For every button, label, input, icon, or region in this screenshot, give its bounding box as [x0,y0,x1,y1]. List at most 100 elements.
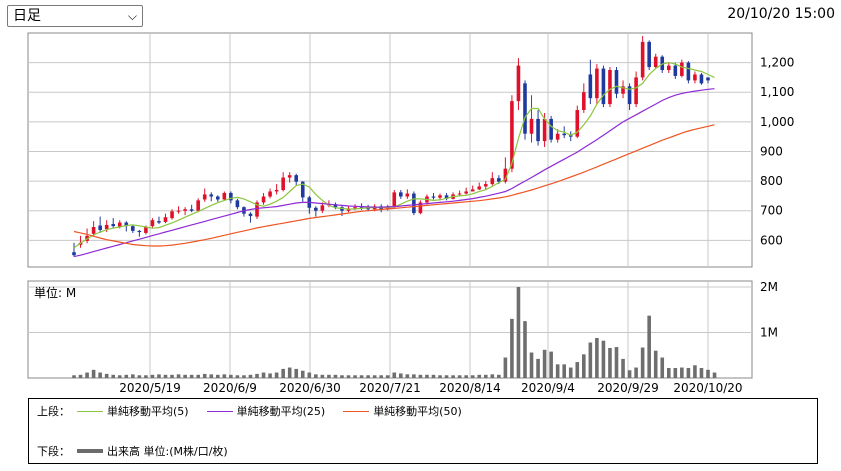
candle-body [634,77,638,105]
candle-body [536,118,540,142]
candle-body [510,101,514,169]
candle-body [588,74,593,99]
candle-body [647,41,651,68]
candle-body [405,193,410,197]
candle-body [457,193,462,195]
candle-body [111,224,116,227]
candle-body [438,195,442,198]
volume-bar [614,347,619,378]
volume-bar [261,372,266,378]
volume-bar [399,373,403,378]
candle-body [497,178,501,182]
legend-item-ma5-label: 単純移動平均(5) [107,405,189,418]
volume-bar [117,375,122,378]
volume-bar [189,374,194,378]
volume-bar [150,374,155,378]
candle-body [503,168,508,182]
stock-chart: 600 700 800 900 1,000 1,100 1,200 1M 2M 2020/5/… [27,32,794,395]
volume-bar [712,372,717,378]
volume-bar [529,352,534,378]
volume-bar [510,318,514,378]
volume-bar [176,374,181,378]
volume-bar [183,374,187,378]
ma-line-ma25 [73,88,715,258]
volume-bar [359,375,364,378]
date-tick-label: 2020/9/29 [597,381,659,395]
candle-body [680,62,684,76]
candle-body [215,196,220,200]
volume-bar [131,374,135,378]
date-tick-label: 2020/8/14 [439,381,501,395]
candle-body [627,86,632,105]
volume-bar [503,357,508,378]
volume-bar [686,367,691,378]
candle-body [706,77,710,81]
candle-body [359,207,364,209]
candle-body [660,56,665,71]
candle-body [72,252,76,256]
legend-item-ma50-label: 単純移動平均(50) [373,405,462,418]
chevron-down-icon: ⌵ [127,9,137,23]
date-tick-label: 2020/6/9 [203,381,257,395]
price-tick-label: 1,200 [760,56,794,70]
candle-body [255,202,259,217]
price-tick-label: 1,000 [760,115,794,129]
candle-body [366,208,370,210]
grid-lines [28,33,752,378]
period-select[interactable]: 日足 ⌵ [7,5,143,27]
volume-bar [666,367,671,378]
volume-bar [568,367,573,378]
volume-bar [333,374,338,378]
candle-body [268,191,272,197]
candle-body [418,202,423,214]
volume-bar [477,374,482,378]
volume-bar [647,315,651,378]
volume-bar [431,374,436,378]
candle-body [176,210,181,212]
volume-bar [555,364,560,378]
volume-bar [438,375,442,378]
volume-bars [72,287,717,378]
volume-bar [379,375,383,378]
candle-body [222,192,227,200]
candle-body [294,175,299,182]
price-tick-label: 1,100 [760,85,794,99]
date-axis-labels: 2020/5/19 2020/6/9 2020/6/30 2020/7/21 2020/… [119,381,742,395]
candle-body [673,65,678,76]
ma25-swatch [206,410,233,412]
volume-bar [425,374,429,378]
legend-item-volume-label: 出来高 単位:(M株/口/枚) [107,445,228,458]
volume-bar [274,372,279,378]
volume-bar [706,369,710,378]
candle-body [261,196,266,203]
volume-bar [595,337,599,378]
volume-bar [72,375,76,378]
candle-body [392,192,397,207]
candle-body [653,56,658,68]
moving-average-lines [73,61,715,258]
volume-bar [202,373,207,378]
volume-bar [320,374,325,378]
candle-body [601,68,606,105]
volume-bar [582,354,586,378]
volume-bar [209,374,214,378]
volume-bar [144,375,148,378]
volume-bar [536,358,540,378]
volume-bar [693,365,697,378]
candle-body [150,220,155,227]
volume-bar [601,340,606,378]
candle-body [699,74,704,84]
volume-bar [412,374,416,378]
volume-bar [653,350,658,378]
candle-body [333,204,338,208]
candle-body [555,133,560,140]
ma50-swatch [343,410,370,412]
volume-bar [91,369,96,378]
price-tick-label: 700 [760,204,783,218]
candle-body [640,41,645,78]
date-tick-label: 2020/10/20 [673,381,742,395]
price-axis-labels: 600 700 800 900 1,000 1,100 1,200 [760,56,794,248]
candle-body [131,226,135,231]
candle-body [248,213,253,217]
volume-bar [673,367,678,378]
